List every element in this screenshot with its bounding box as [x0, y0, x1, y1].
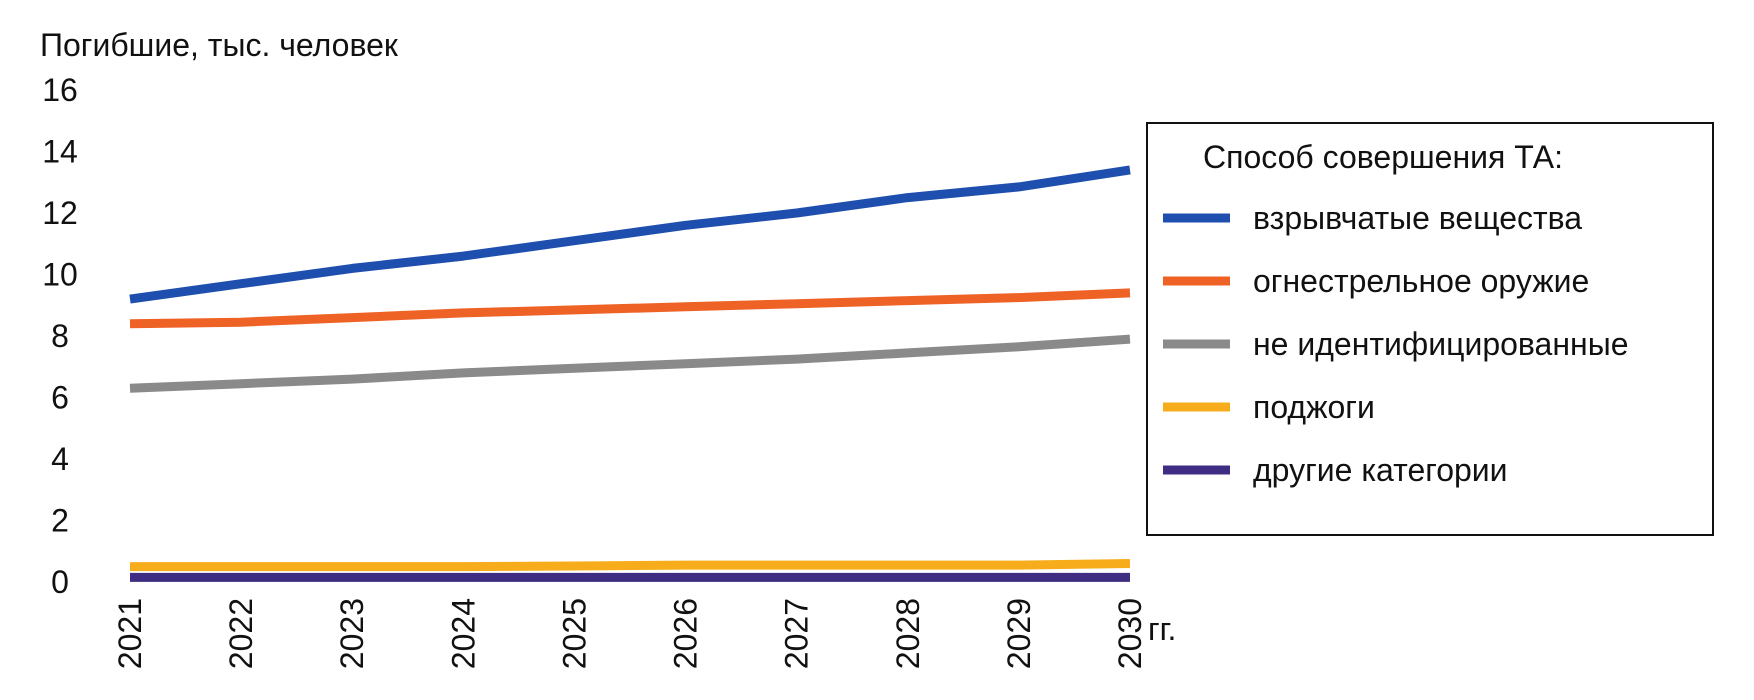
legend-items: взрывчатые вещества огнестрельное оружие н…: [1163, 200, 1628, 488]
x-tick-label: 2026: [668, 598, 704, 669]
x-tick-label: 2028: [890, 598, 926, 669]
y-tick-label: 6: [51, 380, 69, 416]
x-tick-label: 2024: [445, 598, 481, 669]
y-tick-label: 2: [51, 503, 69, 539]
x-axis-unit-label: гг.: [1148, 611, 1176, 647]
y-axis-title: Погибшие, тыс. человек: [40, 27, 399, 63]
x-tick-label: 2030: [1112, 598, 1148, 669]
legend-box: [1146, 122, 1714, 536]
x-tick-label: 2027: [779, 598, 815, 669]
legend-label: взрывчатые вещества: [1253, 200, 1582, 236]
legend-label: не идентифицированные: [1253, 326, 1628, 362]
y-tick-label: 16: [42, 72, 78, 108]
series-line: [129, 165, 1131, 304]
legend: Способ совершения ТА: взрывчатые веществ…: [1146, 122, 1714, 536]
x-tick-label: 2023: [334, 598, 370, 669]
series-line: [129, 288, 1131, 329]
legend-label: огнестрельное оружие: [1253, 263, 1589, 299]
y-tick-label: 4: [51, 441, 69, 477]
y-tick-label: 10: [42, 257, 78, 293]
x-tick-label: 2021: [112, 598, 148, 669]
y-axis-ticks: 0 2 4 6 8 10 12 14 16: [42, 72, 78, 600]
legend-title: Способ совершения ТА:: [1203, 139, 1563, 175]
x-tick-label: 2025: [556, 598, 592, 669]
y-tick-label: 12: [42, 195, 78, 231]
y-tick-label: 8: [51, 318, 69, 354]
x-axis-ticks: 2021 2022 2023 2024 2025 2026 2027 2028 2029 2030: [112, 598, 1148, 669]
x-tick-label: 2022: [223, 598, 259, 669]
y-tick-label: 0: [51, 564, 69, 600]
legend-label: поджоги: [1253, 389, 1375, 425]
y-tick-label: 14: [42, 134, 78, 170]
series-line: [129, 334, 1131, 393]
series-lines: [129, 165, 1131, 582]
x-tick-label: 2029: [1001, 598, 1037, 669]
series-line: [130, 559, 1131, 572]
legend-label: другие категории: [1253, 452, 1508, 488]
